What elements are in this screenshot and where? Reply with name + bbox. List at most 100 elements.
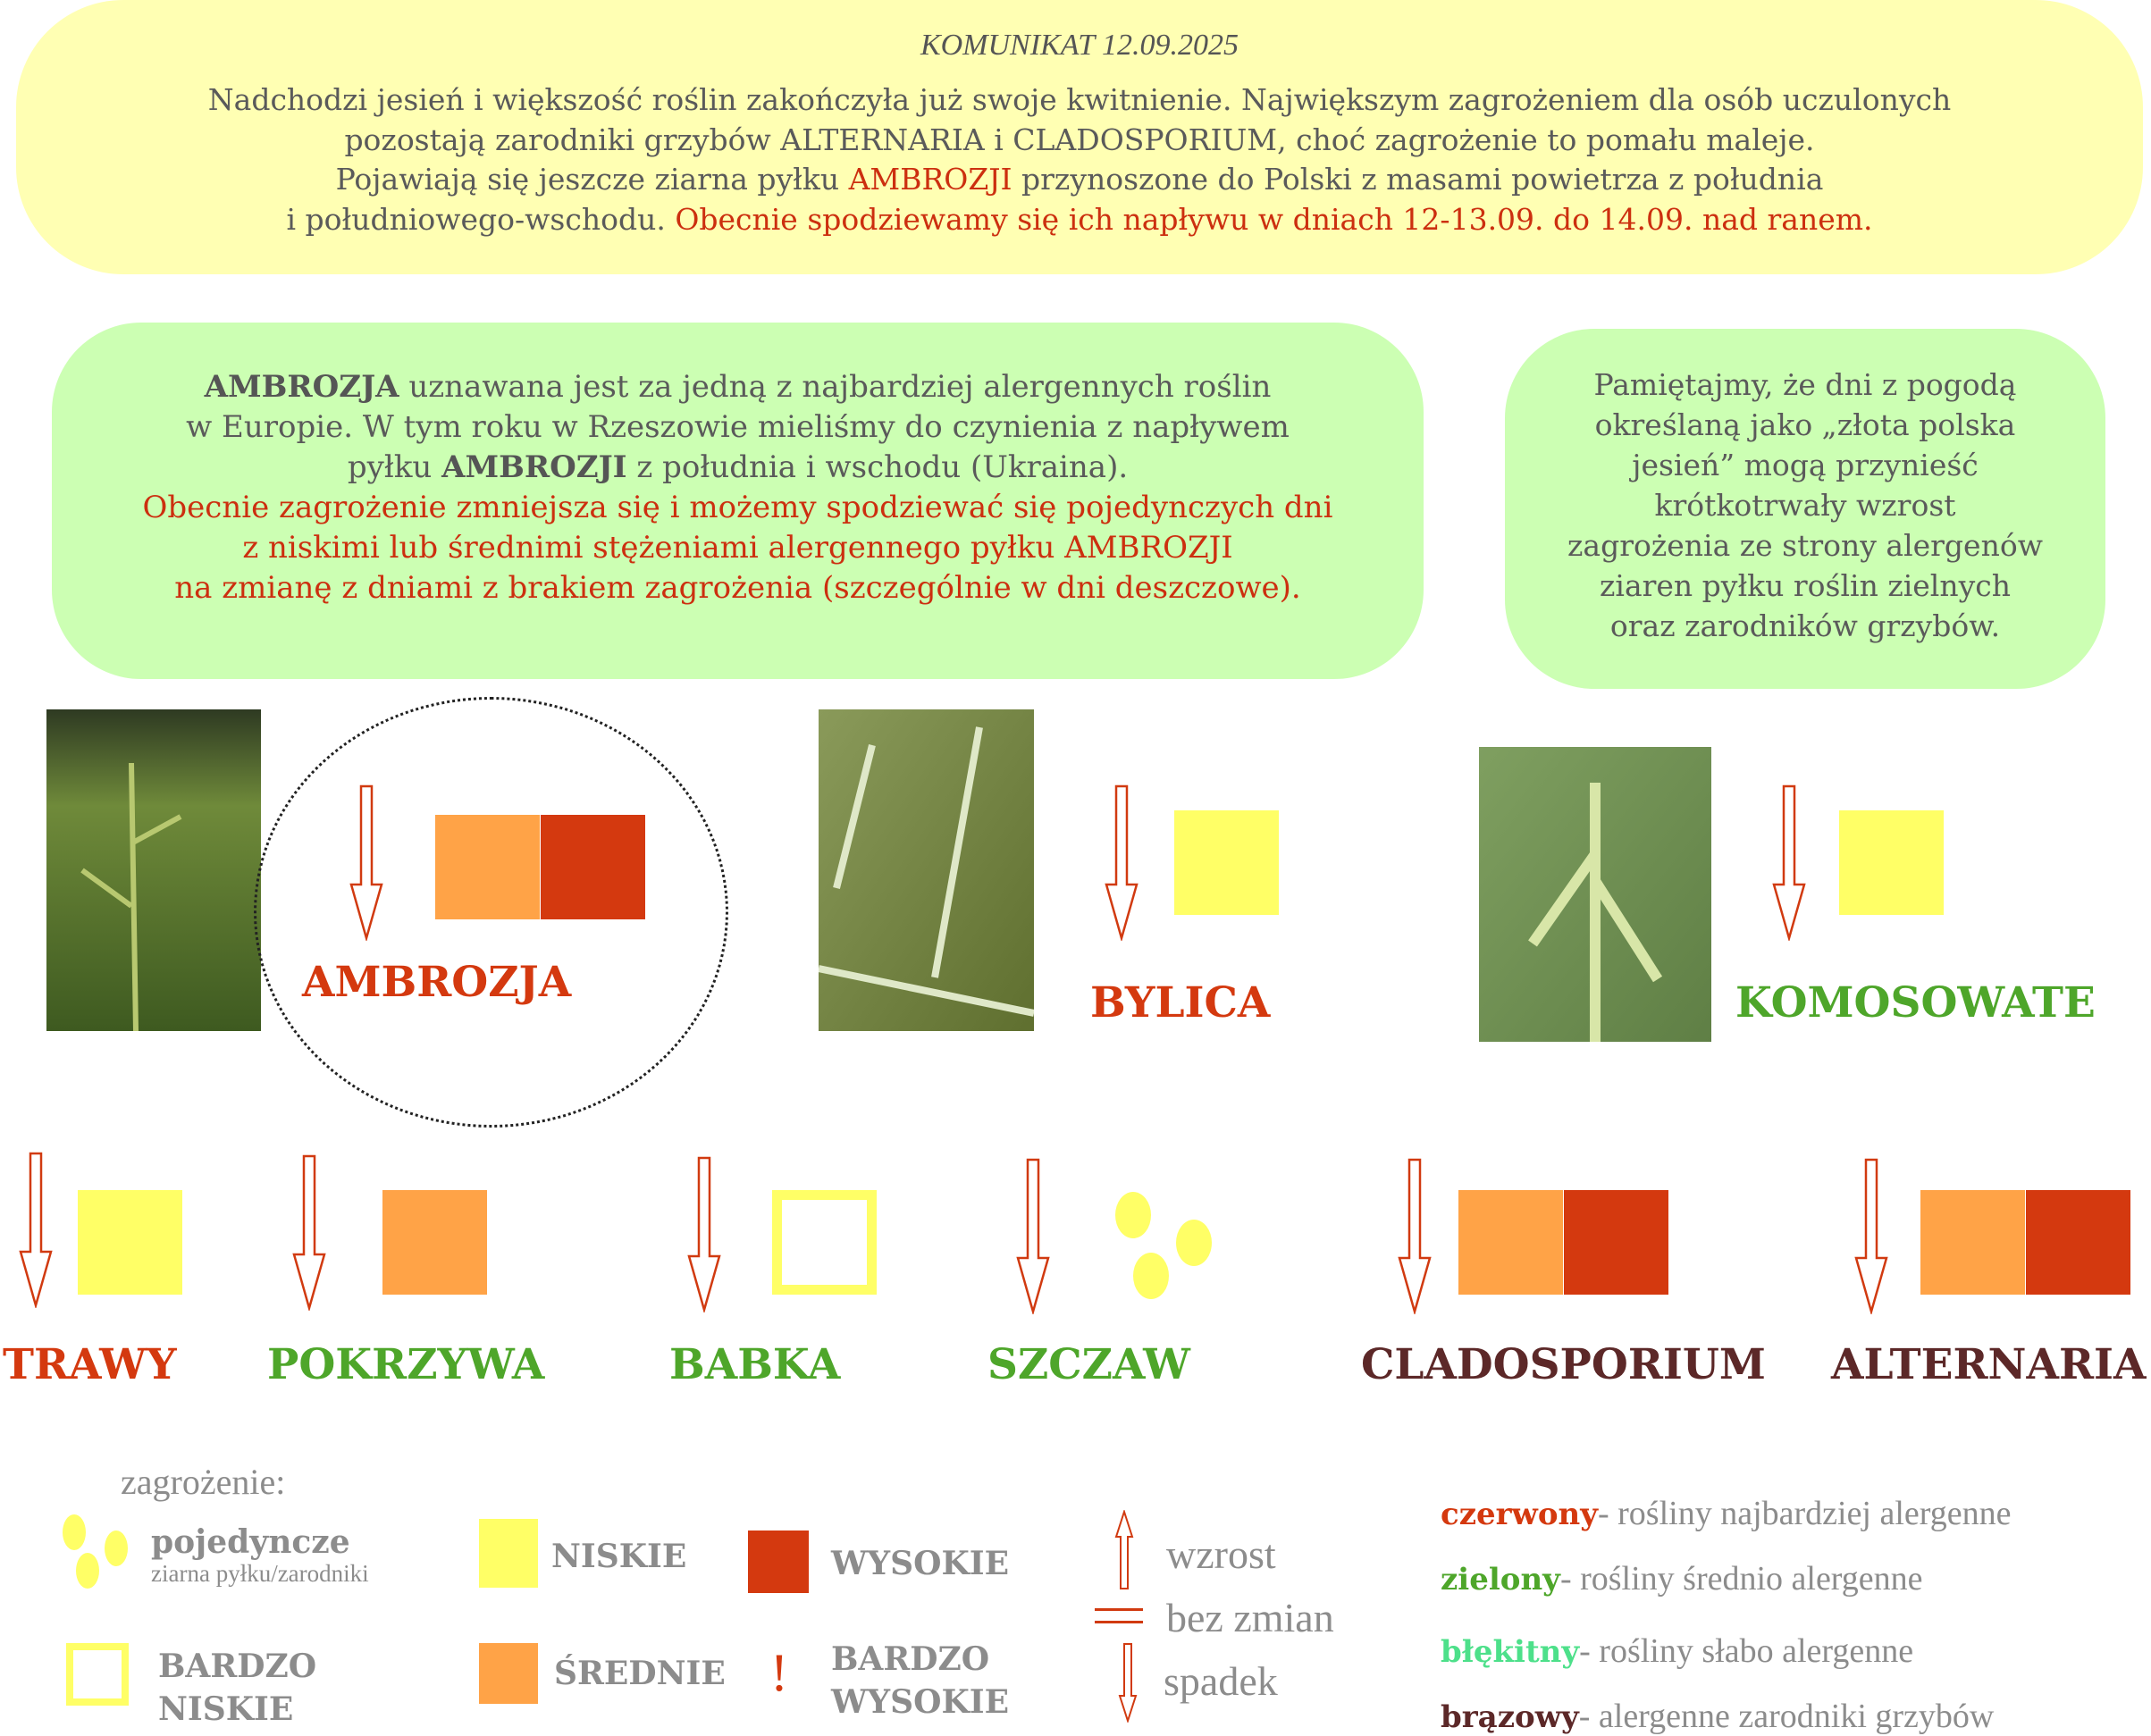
color-legend-key: błękitny <box>1441 1634 1580 1670</box>
text-line: pyłku AMBROZJI z południa i wschodu (Ukr… <box>52 448 1424 488</box>
trend-down-arrow-icon <box>1398 1158 1432 1314</box>
level-swatch-niskie <box>78 1190 182 1295</box>
level-swatch-wysokie <box>541 815 645 919</box>
legend-very-high-1: BARDZO <box>831 1640 990 1678</box>
announcement-text: Nadchodzi jesień i większość roślin zako… <box>16 80 2143 239</box>
legend-medium-swatch <box>479 1643 538 1704</box>
equals-icon <box>1095 1608 1143 1623</box>
text-line: Pamiętajmy, że dni z pogodą <box>1593 367 2017 402</box>
text-line: Pojawiają się jeszcze ziarna pyłku AMBRO… <box>16 160 2143 200</box>
trend-down-arrow-icon <box>1105 784 1139 941</box>
plant-label: TRAWY <box>3 1340 177 1389</box>
color-legend-row: czerwony- rośliny najbardziej alergenne <box>1441 1494 2011 1533</box>
arrow-down-icon <box>1118 1643 1138 1723</box>
text-line: pozostają zarodniki grzybów ALTERNARIA i… <box>344 122 1815 157</box>
legend-heading: zagrożenie: <box>121 1462 286 1502</box>
plant-label: AMBROZJA <box>302 958 572 1007</box>
legend-single-sub: ziarna pyłku/zarodniki <box>151 1560 369 1587</box>
exclamation-icon: ! <box>770 1643 788 1702</box>
arrow-up-icon <box>1114 1510 1134 1589</box>
text-bold: AMBROZJA <box>204 369 399 405</box>
text-highlight: Obecnie spodziewamy się ich napływu w dn… <box>675 201 1873 237</box>
text: pyłku <box>347 449 442 485</box>
plant-label: CLADOSPORIUM <box>1361 1340 1766 1389</box>
legend-very-low-1: BARDZO <box>158 1648 317 1685</box>
text: i południowego-wschodu. <box>286 201 676 237</box>
text-highlight: AMBROZJI <box>848 162 1012 197</box>
text-line: oraz zarodników grzybów. <box>1609 608 2001 643</box>
plant-label: BABKA <box>669 1340 841 1389</box>
single-grain-dot <box>1133 1253 1169 1299</box>
text-line: z niskimi lub średnimi stężeniami alerge… <box>242 530 1233 566</box>
color-legend-row: zielony- rośliny średnio alergenne <box>1441 1559 1923 1598</box>
trend-down-arrow-icon <box>1854 1158 1888 1314</box>
legend-single: pojedyncze <box>151 1523 350 1561</box>
trend-down-arrow-icon <box>19 1152 53 1308</box>
ambrosia-photo <box>46 709 261 1031</box>
single-grain-dot <box>76 1553 99 1589</box>
text-line: AMBROZJA uznawana jest za jedną z najbar… <box>52 367 1424 407</box>
text-line: krótkotrwały wzrost <box>1654 488 1956 523</box>
text-line: zagrożenia ze strony alergenów <box>1567 528 2043 563</box>
trend-down-arrow-icon <box>1016 1158 1050 1314</box>
color-legend-desc: - rośliny średnio alergenne <box>1559 1560 1923 1598</box>
single-grain-dot <box>1115 1192 1151 1238</box>
legend-same: bez zmian <box>1166 1595 1334 1640</box>
announcement-title: KOMUNIKAT 12.09.2025 <box>920 29 1239 62</box>
text-line: Nadchodzi jesień i większość roślin zako… <box>207 82 1952 117</box>
trend-down-arrow-icon <box>687 1156 721 1312</box>
color-legend-desc: - rośliny najbardziej alergenne <box>1597 1495 2012 1532</box>
plant-label: SZCZAW <box>987 1340 1190 1389</box>
text: z południa i wschodu (Ukraina). <box>626 449 1129 485</box>
level-swatch-bardzo-niskie <box>772 1190 877 1295</box>
color-legend-row: błękitny- rośliny słabo alergenne <box>1441 1631 1913 1671</box>
text-line: określaną jako „złota polska <box>1594 407 2016 442</box>
legend-medium: ŚREDNIE <box>554 1655 726 1692</box>
text-line: w Europie. W tym roku w Rzeszowie mieliś… <box>186 409 1290 445</box>
plant-label: POKRZYWA <box>267 1340 545 1389</box>
plant-label: KOMOSOWATE <box>1735 978 2096 1027</box>
trend-down-arrow-icon <box>292 1154 326 1311</box>
text: przynoszone do Polski z masami powietrza… <box>1012 162 1824 197</box>
single-grain-dot <box>105 1531 128 1566</box>
color-legend-key: brązowy <box>1441 1699 1579 1735</box>
color-legend-key: czerwony <box>1441 1497 1598 1532</box>
level-swatch-średnie <box>382 1190 487 1295</box>
level-swatch-średnie <box>1458 1190 1563 1295</box>
text-line: jesień” mogą przynieść <box>1632 448 1979 482</box>
text: Pojawiają się jeszcze ziarna pyłku <box>335 162 849 197</box>
text-line: i południowego-wschodu. Obecnie spodziew… <box>16 200 2143 240</box>
mugwort-photo <box>819 709 1034 1031</box>
color-legend-desc: - alergenne zarodniki grzybów <box>1578 1698 1995 1735</box>
single-grain-dot <box>1176 1220 1212 1266</box>
level-swatch-średnie <box>1920 1190 2025 1295</box>
single-grain-dot <box>63 1514 86 1550</box>
level-swatch-średnie <box>435 815 540 919</box>
color-legend-key: zielony <box>1441 1562 1560 1598</box>
legend-low-swatch <box>479 1519 538 1588</box>
level-swatch-niskie <box>1839 810 1944 915</box>
legend-very-high-2: WYSOKIE <box>831 1683 1010 1721</box>
legend-high: WYSOKIE <box>831 1545 1010 1582</box>
goosefoot-photo <box>1479 747 1711 1042</box>
legend-down: spadek <box>1164 1658 1278 1704</box>
plant-label: BYLICA <box>1090 978 1271 1027</box>
text-line: Obecnie zagrożenie zmniejsza się i możem… <box>142 490 1333 525</box>
autumn-info-box: Pamiętajmy, że dni z pogodą określaną jak… <box>1505 329 2105 689</box>
color-legend-row: brązowy- alergenne zarodniki grzybów <box>1441 1697 1994 1736</box>
trend-down-arrow-icon <box>349 784 383 941</box>
legend-high-swatch <box>748 1531 809 1593</box>
legend-very-low-2: NISKIE <box>158 1690 294 1728</box>
announcement-box: KOMUNIKAT 12.09.2025 Nadchodzi jesień i … <box>16 0 2143 274</box>
trend-down-arrow-icon <box>1772 784 1806 941</box>
legend-up: wzrost <box>1166 1531 1276 1577</box>
text-line: ziaren pyłku roślin zielnych <box>1600 568 2011 603</box>
level-swatch-niskie <box>1174 810 1279 915</box>
legend-very-low-swatch <box>66 1643 129 1706</box>
text: uznawana jest za jedną z najbardziej ale… <box>399 369 1272 405</box>
legend-low: NISKIE <box>551 1538 687 1575</box>
level-swatch-wysokie <box>1564 1190 1668 1295</box>
level-swatch-wysokie <box>2026 1190 2130 1295</box>
text-line: na zmianę z dniami z brakiem zagrożenia … <box>174 570 1301 606</box>
plant-label: ALTERNARIA <box>1831 1340 2147 1389</box>
